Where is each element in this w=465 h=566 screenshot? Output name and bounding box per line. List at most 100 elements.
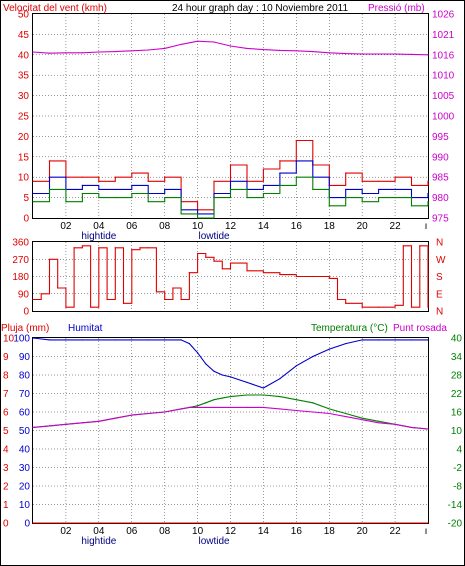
series-dew_point-point [164, 411, 166, 413]
series-dew_point-point [48, 425, 51, 427]
series-rain-point [279, 522, 281, 524]
series-direction-point [65, 306, 67, 308]
tide-label: hightide [81, 536, 116, 547]
series-pressure-point [65, 52, 67, 54]
series-wind_avg-point [229, 180, 232, 182]
y-tick-label-wind: 0 [23, 214, 29, 225]
series-rain-point [328, 522, 330, 524]
y-tick-label-pressure: 1016 [432, 50, 455, 61]
y-tick-label-direction: 360 [12, 238, 29, 249]
series-humidity-point [345, 342, 347, 345]
series-pressure-point [213, 41, 215, 43]
series-temperature-point [262, 394, 265, 396]
series-humidity-point [188, 342, 190, 345]
series-direction-point [221, 268, 223, 270]
series-rain-point [164, 522, 166, 524]
series-rain-point [180, 522, 182, 524]
series-humidity-point [81, 339, 83, 341]
series-wind_avg-point [262, 184, 265, 186]
y-tick-label-wind: 25 [18, 112, 30, 123]
series-dew_point-point [213, 406, 215, 408]
series-direction-point [73, 247, 75, 249]
x-tick-mark: ı [425, 221, 428, 232]
series-rain-point [262, 522, 265, 524]
series-direction-point [139, 247, 141, 249]
series-humidity-point [213, 370, 215, 372]
series-direction-point [336, 298, 339, 301]
x-tick-label: 06 [126, 221, 138, 232]
tide-label: lowtide [198, 231, 230, 242]
series-humidity-point [32, 337, 34, 339]
y-tick-label-rain: 5 [3, 426, 9, 437]
x-tick-label: 04 [93, 221, 105, 232]
series-humidity-point [262, 387, 265, 389]
y-tick-label-temperature: -8 [453, 482, 462, 493]
series-gust-point [378, 180, 380, 182]
y-tick-label-direction: 90 [18, 289, 30, 300]
y-tick-label-compass: W [436, 255, 446, 266]
series-rain-point [361, 522, 363, 524]
y-tick-label-temperature: 40 [451, 334, 463, 345]
y-tick-label-humidity: 30 [19, 463, 31, 474]
series-direction-point [155, 291, 158, 293]
series-pressure-point [410, 53, 413, 56]
series-pressure-point [180, 43, 182, 46]
series-direction-point [279, 273, 281, 276]
series-rain-point [114, 522, 116, 524]
y-tick-label-humidity: 50 [19, 426, 31, 437]
x-tick-label: 20 [357, 221, 369, 232]
y-tick-label-temperature: -20 [448, 519, 463, 530]
wind-panel-frame [32, 13, 429, 219]
series-humidity-point [427, 339, 429, 341]
series-dew_point-point [378, 422, 380, 424]
chart-title: 24 hour graph day : 10 Noviembre 2011 [172, 3, 348, 14]
series-dew_point-point [196, 406, 199, 408]
series-wind-point [65, 201, 67, 203]
series-dew_point-point [394, 423, 396, 425]
series-humidity-point [180, 339, 182, 341]
y-tick-label-compass: E [436, 289, 443, 300]
rain-axis-title: Pluja (mm) [1, 323, 49, 334]
series-direction [33, 245, 429, 308]
series-dew_point-point [345, 416, 347, 418]
series-direction-point [172, 287, 174, 289]
series-wind-point [114, 197, 116, 199]
y-tick-label-pressure: 985 [432, 173, 449, 184]
series-wind-point [279, 184, 281, 186]
series-gust-point [114, 176, 116, 178]
series-rain-point [221, 522, 223, 524]
y-tick-label-wind: 20 [18, 132, 30, 143]
series-humidity-point [229, 376, 232, 378]
dewpoint-axis-title: Punt rosada [393, 323, 447, 334]
series-rain-point [295, 522, 297, 524]
series-wind_avg-point [114, 188, 116, 191]
x-tick-label: 18 [324, 526, 336, 537]
series-humidity-point [131, 339, 133, 341]
series-wind-point [229, 188, 232, 191]
series-wind-point [262, 192, 265, 195]
series-wind-point [98, 197, 100, 199]
series-direction-point [213, 260, 215, 262]
series-pressure-point [394, 53, 396, 55]
y-tick-label-humidity: 70 [19, 389, 31, 400]
series-pressure-point [328, 52, 330, 54]
series-wind_avg-point [131, 184, 133, 186]
series-rain-point [81, 522, 83, 524]
x-tick-mark: ı [425, 526, 428, 537]
series-wind_avg-point [81, 184, 83, 186]
series-dew_point-point [32, 426, 34, 429]
series-dew_point-point [147, 412, 149, 415]
series-dew_point-point [65, 423, 67, 425]
series-direction-point [131, 249, 133, 251]
series-gust-point [213, 180, 215, 182]
series-gust-point [131, 172, 133, 174]
series-dew_point-point [221, 406, 223, 408]
series-direction-point [40, 293, 42, 295]
y-tick-label-wind: 15 [18, 152, 30, 163]
y-tick-label-wind: 30 [18, 91, 30, 102]
series-dew_point-point [205, 406, 207, 408]
series-humidity-point [147, 339, 149, 341]
series-wind-point [131, 192, 133, 195]
series-rain-point [394, 522, 396, 524]
series-dew_point-point [188, 406, 190, 408]
